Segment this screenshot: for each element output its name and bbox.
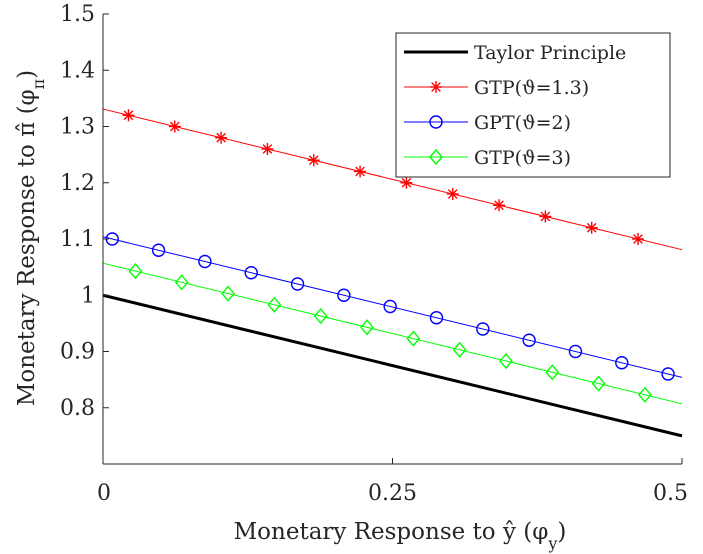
series-1-point-10 — [585, 221, 598, 234]
series-1-point-1 — [168, 120, 181, 133]
series-line-1 — [102, 108, 683, 251]
series-3-point-0 — [128, 262, 143, 280]
series-3-point-5 — [360, 319, 374, 336]
series-line-0 — [102, 293, 683, 438]
legend-item-2: GPT(ϑ=2) — [404, 112, 571, 134]
y-tick-label-7: 1.5 — [60, 2, 95, 27]
series-3-point-6 — [406, 330, 421, 347]
series-2-point-12 — [661, 367, 675, 381]
series-2-point-11 — [615, 356, 629, 370]
y-tick-label-2: 1 — [81, 283, 95, 308]
series-2-point-7 — [429, 311, 444, 325]
series-2-point-5 — [337, 288, 351, 302]
legend-label-3: GTP(ϑ=3) — [474, 147, 571, 169]
series-3-point-3 — [267, 296, 282, 313]
axes-layer: 0.8 0.9 1 1.1 1.2 1.3 1.4 1.5 0 0.25 0.5 — [60, 2, 688, 506]
y-tick-label-1: 0.9 — [60, 340, 95, 365]
series-1-point-6 — [400, 176, 413, 189]
legend-marker-2 — [429, 115, 443, 129]
x-tick-label-0: 0 — [97, 481, 111, 506]
series-1-point-7 — [446, 188, 459, 200]
legend-marker-1 — [430, 81, 442, 93]
series-0 — [102, 293, 683, 438]
y-tick-label-4: 1.2 — [60, 171, 95, 196]
legend-box — [395, 32, 671, 178]
y-tick-label-5: 1.3 — [60, 115, 95, 140]
series-2-point-1 — [151, 243, 166, 257]
y-axis-title: Monetary Response to π̂ (φπ) — [14, 70, 48, 406]
series-1 — [102, 108, 683, 251]
series-line-3 — [102, 262, 683, 405]
legend-item-1: GTP(ϑ=1.3) — [404, 77, 589, 99]
series-3-point-4 — [313, 307, 328, 325]
legend-label-1: GTP(ϑ=1.3) — [474, 77, 589, 99]
series-layer — [102, 108, 683, 438]
x-tick-label-1: 0.25 — [368, 481, 417, 506]
y-tick-label-6: 1.4 — [60, 58, 95, 83]
series-2 — [102, 232, 683, 381]
series-1-point-3 — [261, 143, 274, 155]
legend-label-0: Taylor Principle — [474, 42, 626, 64]
series-1-point-5 — [354, 165, 367, 178]
series-2-point-9 — [522, 333, 536, 347]
series-3-point-2 — [221, 285, 235, 302]
legend-label-2: GPT(ϑ=2) — [474, 112, 571, 134]
y-tick-label-3: 1.1 — [60, 227, 95, 252]
series-3-point-9 — [545, 364, 560, 381]
legend-item-3: GTP(ϑ=3) — [404, 147, 571, 169]
series-3 — [102, 262, 683, 405]
series-2-point-3 — [244, 266, 258, 280]
legend-item-0: Taylor Principle — [404, 42, 626, 64]
x-tick-label-2: 0.5 — [653, 481, 688, 506]
series-2-point-6 — [383, 299, 397, 314]
series-2-point-4 — [290, 277, 305, 291]
series-3-point-1 — [174, 274, 189, 291]
series-2-point-10 — [568, 344, 583, 359]
series-1-point-9 — [539, 210, 552, 223]
legend: Taylor Principle GTP(ϑ=1.3) GPT(ϑ=2) GTP(ϑ=… — [395, 32, 671, 178]
series-1-point-11 — [631, 233, 644, 245]
legend-marker-3 — [429, 148, 443, 166]
series-3-point-8 — [499, 352, 513, 370]
series-1-point-0 — [122, 109, 135, 122]
series-3-point-11 — [638, 386, 652, 403]
series-2-point-2 — [198, 254, 212, 269]
series-2-point-8 — [476, 322, 490, 336]
series-1-point-2 — [215, 131, 228, 144]
series-1-point-4 — [307, 154, 320, 167]
series-3-point-7 — [452, 341, 467, 358]
y-tick-label-0: 0.8 — [60, 396, 95, 421]
series-1-point-8 — [493, 199, 506, 212]
x-axis-title: Monetary Response to ŷ (φy) — [234, 519, 567, 553]
series-3-point-10 — [591, 375, 606, 392]
